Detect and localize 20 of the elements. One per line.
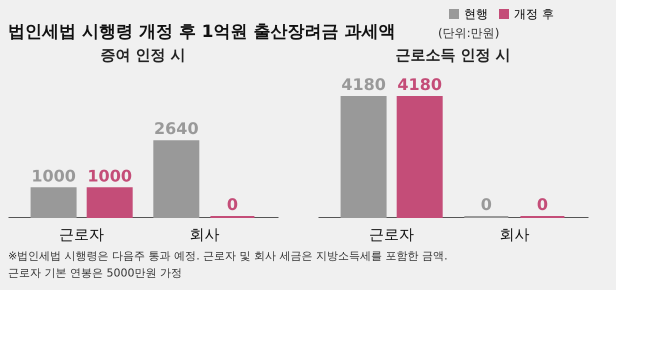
- data-label: 0: [480, 195, 492, 214]
- legend-label: 현행: [464, 7, 488, 21]
- data-label: 0: [226, 195, 238, 214]
- data-label: 0: [536, 195, 548, 214]
- legend-label: 개정 후: [514, 7, 554, 21]
- data-label: 4180: [397, 75, 442, 94]
- chart-title: 법인세법 시행령 개정 후 1억원 출산장려금 과세액: [8, 22, 396, 42]
- x-tick-label: 근로자: [369, 226, 414, 244]
- data-label: 1000: [87, 166, 132, 186]
- text: ※법인세법 시행령은 다음주 통과 예정. 근로자 및 회사 세금은 지방소득세를 포함한 금액.: [8, 250, 448, 262]
- x-tick-label: 근로자: [59, 226, 104, 244]
- data-label: 2640: [154, 119, 199, 138]
- x-tick-label: 회사: [499, 226, 530, 244]
- chart-subtitle: 근로소득 인정 시: [395, 46, 511, 64]
- x-tick-label: 회사: [189, 226, 220, 244]
- data-label: 1000: [31, 166, 76, 186]
- text: (단위:만원): [438, 26, 500, 40]
- text: 근로자 기본 연봉은 5000만원 가정: [8, 266, 182, 280]
- data-label: 4180: [341, 75, 386, 94]
- chart-subtitle: 증여 인정 시: [100, 46, 186, 64]
